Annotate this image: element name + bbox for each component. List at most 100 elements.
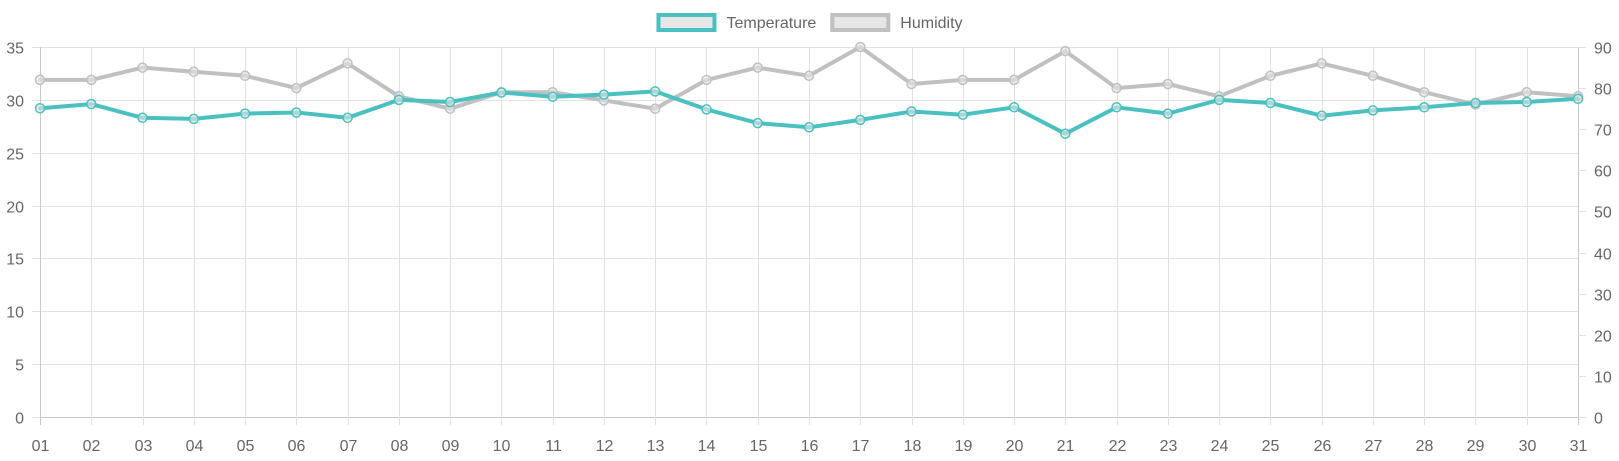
x-tick-label: 08 <box>391 438 409 455</box>
humidity-data-point[interactable] <box>701 74 712 86</box>
temperature-data-point[interactable] <box>1213 94 1225 106</box>
temperature-data-point[interactable] <box>1316 110 1327 121</box>
temperature-data-point[interactable] <box>701 104 712 115</box>
temperature-data-point[interactable] <box>496 87 507 98</box>
humidity-data-point[interactable] <box>855 41 866 53</box>
humidity-data-point[interactable] <box>906 78 917 90</box>
y-left-tick-label: 15 <box>6 252 24 269</box>
temperature-data-point[interactable] <box>547 91 558 102</box>
temperature-data-point[interactable] <box>906 106 917 117</box>
humidity-data-point[interactable] <box>188 66 200 77</box>
y-right-tick-label: 80 <box>1594 82 1612 99</box>
x-tick-label: 30 <box>1519 438 1537 455</box>
y-left-tick-label: 0 <box>15 411 24 428</box>
x-tick-label: 04 <box>186 438 204 455</box>
temperature-data-point[interactable] <box>957 109 969 120</box>
temperature-data-point[interactable] <box>1367 105 1379 116</box>
temperature-data-point[interactable] <box>1162 108 1174 119</box>
x-tick-label: 22 <box>1109 438 1127 455</box>
x-tick-label: 03 <box>135 438 153 455</box>
temperature-data-point[interactable] <box>1572 93 1584 105</box>
temperature-data-point[interactable] <box>1111 102 1122 113</box>
y-left-tick-label: 5 <box>15 358 24 375</box>
temperature-data-point[interactable] <box>1060 128 1071 139</box>
legend-swatch-temperature <box>656 13 717 32</box>
x-tick-label: 31 <box>1570 438 1588 455</box>
temperature-data-point[interactable] <box>1470 97 1481 109</box>
humidity-data-point[interactable] <box>1521 86 1532 98</box>
x-tick-label: 24 <box>1211 438 1229 455</box>
temperature-data-point[interactable] <box>1418 102 1430 113</box>
humidity-data-point[interactable] <box>1367 70 1379 82</box>
humidity-data-point[interactable] <box>34 74 46 86</box>
x-tick-label: 17 <box>852 438 870 455</box>
y-left-tick-label: 10 <box>6 305 24 322</box>
humidity-data-point[interactable] <box>137 62 148 73</box>
temperature-data-point[interactable] <box>393 94 405 106</box>
humidity-data-point[interactable] <box>1316 58 1327 69</box>
x-tick-label: 21 <box>1057 438 1075 455</box>
humidity-data-point[interactable] <box>86 74 97 86</box>
x-tick-label: 14 <box>698 438 716 455</box>
humidity-data-point[interactable] <box>752 62 763 73</box>
series <box>34 41 1584 139</box>
legend-label-humidity: Humidity <box>900 15 962 32</box>
humidity-data-point[interactable] <box>1060 45 1071 57</box>
x-tick-label: 28 <box>1416 438 1434 455</box>
y-left-tick-label: 20 <box>6 200 24 217</box>
x-tick-label: 01 <box>32 438 50 455</box>
temperature-data-point[interactable] <box>855 114 866 126</box>
x-tick-label: 18 <box>904 438 922 455</box>
temperature-data-point[interactable] <box>291 107 302 118</box>
x-tick-label: 10 <box>493 438 511 455</box>
x-tick-label: 09 <box>442 438 460 455</box>
grid <box>40 47 1579 425</box>
y-right-tick-label: 50 <box>1594 205 1612 222</box>
x-tick-label: 05 <box>237 438 255 455</box>
temperature-data-point[interactable] <box>86 98 97 110</box>
humidity-data-point[interactable] <box>239 70 251 82</box>
humidity-data-point[interactable] <box>1418 86 1430 98</box>
temperature-data-point[interactable] <box>342 112 353 124</box>
temperature-data-point[interactable] <box>1265 97 1276 109</box>
legend-item-humidity[interactable]: Humidity <box>830 13 963 32</box>
humidity-data-point[interactable] <box>1162 78 1174 90</box>
temperature-data-point[interactable] <box>34 103 46 114</box>
x-tick-label: 20 <box>1006 438 1024 455</box>
x-tick-label: 15 <box>750 438 768 455</box>
legend[interactable]: Temperature Humidity <box>656 13 963 32</box>
y-right-tick-label: 0 <box>1594 411 1603 428</box>
temperature-data-point[interactable] <box>239 108 251 119</box>
humidity-data-point[interactable] <box>342 58 353 69</box>
humidity-data-point[interactable] <box>1008 74 1020 86</box>
legend-item-temperature[interactable]: Temperature <box>656 13 816 32</box>
x-tick-label: 23 <box>1160 438 1178 455</box>
temperature-data-point[interactable] <box>444 96 456 108</box>
temperature-data-point[interactable] <box>188 113 200 125</box>
humidity-data-point[interactable] <box>803 70 815 82</box>
temperature-data-point[interactable] <box>649 86 661 97</box>
temperature-data-point[interactable] <box>598 89 610 100</box>
y-left-tick-label: 35 <box>6 41 24 58</box>
temperature-data-point[interactable] <box>137 112 148 124</box>
legend-label-temperature: Temperature <box>726 15 816 32</box>
x-tick-label: 25 <box>1262 438 1280 455</box>
x-tick-label: 06 <box>288 438 306 455</box>
x-tick-label: 11 <box>545 438 562 455</box>
temperature-data-point[interactable] <box>1008 102 1020 113</box>
humidity-data-point[interactable] <box>649 103 661 114</box>
humidity-data-point[interactable] <box>291 82 302 94</box>
temperature-data-point[interactable] <box>1521 96 1532 108</box>
humidity-data-point[interactable] <box>1265 70 1276 82</box>
x-tick-label: 29 <box>1467 438 1485 455</box>
x-tick-label: 19 <box>955 438 973 455</box>
humidity-data-point[interactable] <box>1111 82 1122 94</box>
temperature-data-point[interactable] <box>803 122 815 133</box>
humidity-data-point[interactable] <box>957 74 969 86</box>
x-tick-label: 16 <box>801 438 819 455</box>
y-right-tick-label: 60 <box>1594 164 1612 181</box>
temperature-data-point[interactable] <box>752 117 763 129</box>
y-right-tick-label: 70 <box>1594 123 1612 140</box>
x-tick-label: 26 <box>1314 438 1332 455</box>
